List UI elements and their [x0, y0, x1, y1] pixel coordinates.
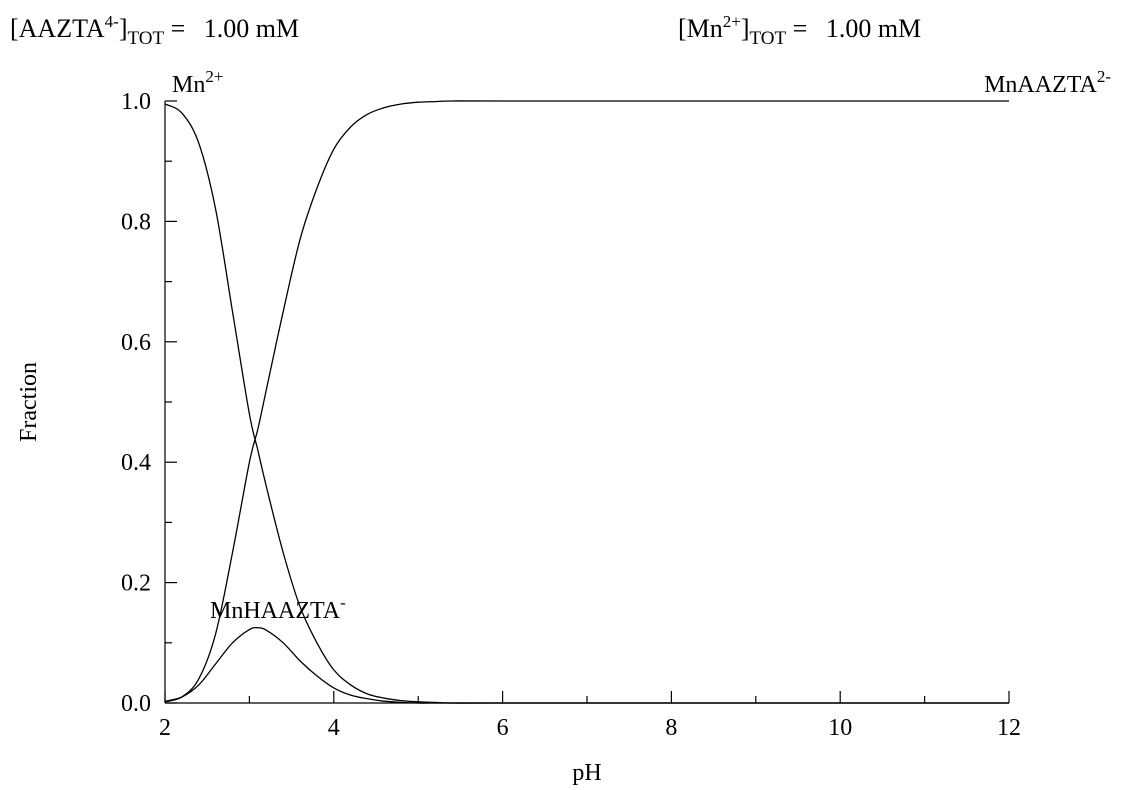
y-tick-label: 0.8	[121, 209, 151, 235]
y-tick-label: 0.2	[121, 571, 151, 597]
x-tick-label: 12	[997, 715, 1021, 741]
x-tick-label: 6	[497, 715, 509, 741]
x-tick-label: 8	[665, 715, 677, 741]
y-tick-label: 0.0	[121, 691, 151, 717]
ligand-subscript: TOT	[127, 28, 165, 49]
y-tick-label: 0.6	[121, 330, 151, 356]
x-axis-label: pH	[572, 760, 601, 786]
metal-formula-close: ]	[740, 14, 750, 43]
metal-equals: =	[786, 14, 814, 43]
metal-total-value: 1.00 mM	[825, 14, 922, 43]
ligand-total-value: 1.00 mM	[203, 14, 300, 43]
x-tick-label: 4	[328, 715, 340, 741]
series-line-mnhaazta	[164, 626, 1009, 704]
metal-formula-open: [Mn	[678, 14, 723, 43]
metal-charge: 2+	[722, 12, 741, 31]
series-label-mnhaazta: MnHAAZTA-	[210, 593, 346, 624]
series-line-mnaazta	[164, 100, 1009, 703]
metal-total-label: [Mn2+]TOT = 1.00 mM	[678, 12, 922, 49]
series-label-mn2plus: Mn2+	[172, 67, 223, 98]
y-axis-label: Fraction	[16, 362, 42, 442]
series-label-mnaazta: MnAAZTA2-	[984, 67, 1111, 98]
ligand-formula-open: [AAZTA	[10, 14, 105, 43]
y-tick-label: 1.0	[121, 89, 151, 115]
y-tick-label: 0.4	[121, 450, 151, 476]
metal-subscript: TOT	[749, 28, 787, 49]
ligand-equals: =	[164, 14, 192, 43]
ligand-formula-close: ]	[118, 14, 128, 43]
ligand-charge: 4-	[104, 12, 119, 31]
ligand-total-label: [AAZTA4-]TOT = 1.00 mM	[10, 12, 300, 49]
x-tick-label: 10	[828, 715, 852, 741]
x-tick-label: 2	[159, 715, 171, 741]
